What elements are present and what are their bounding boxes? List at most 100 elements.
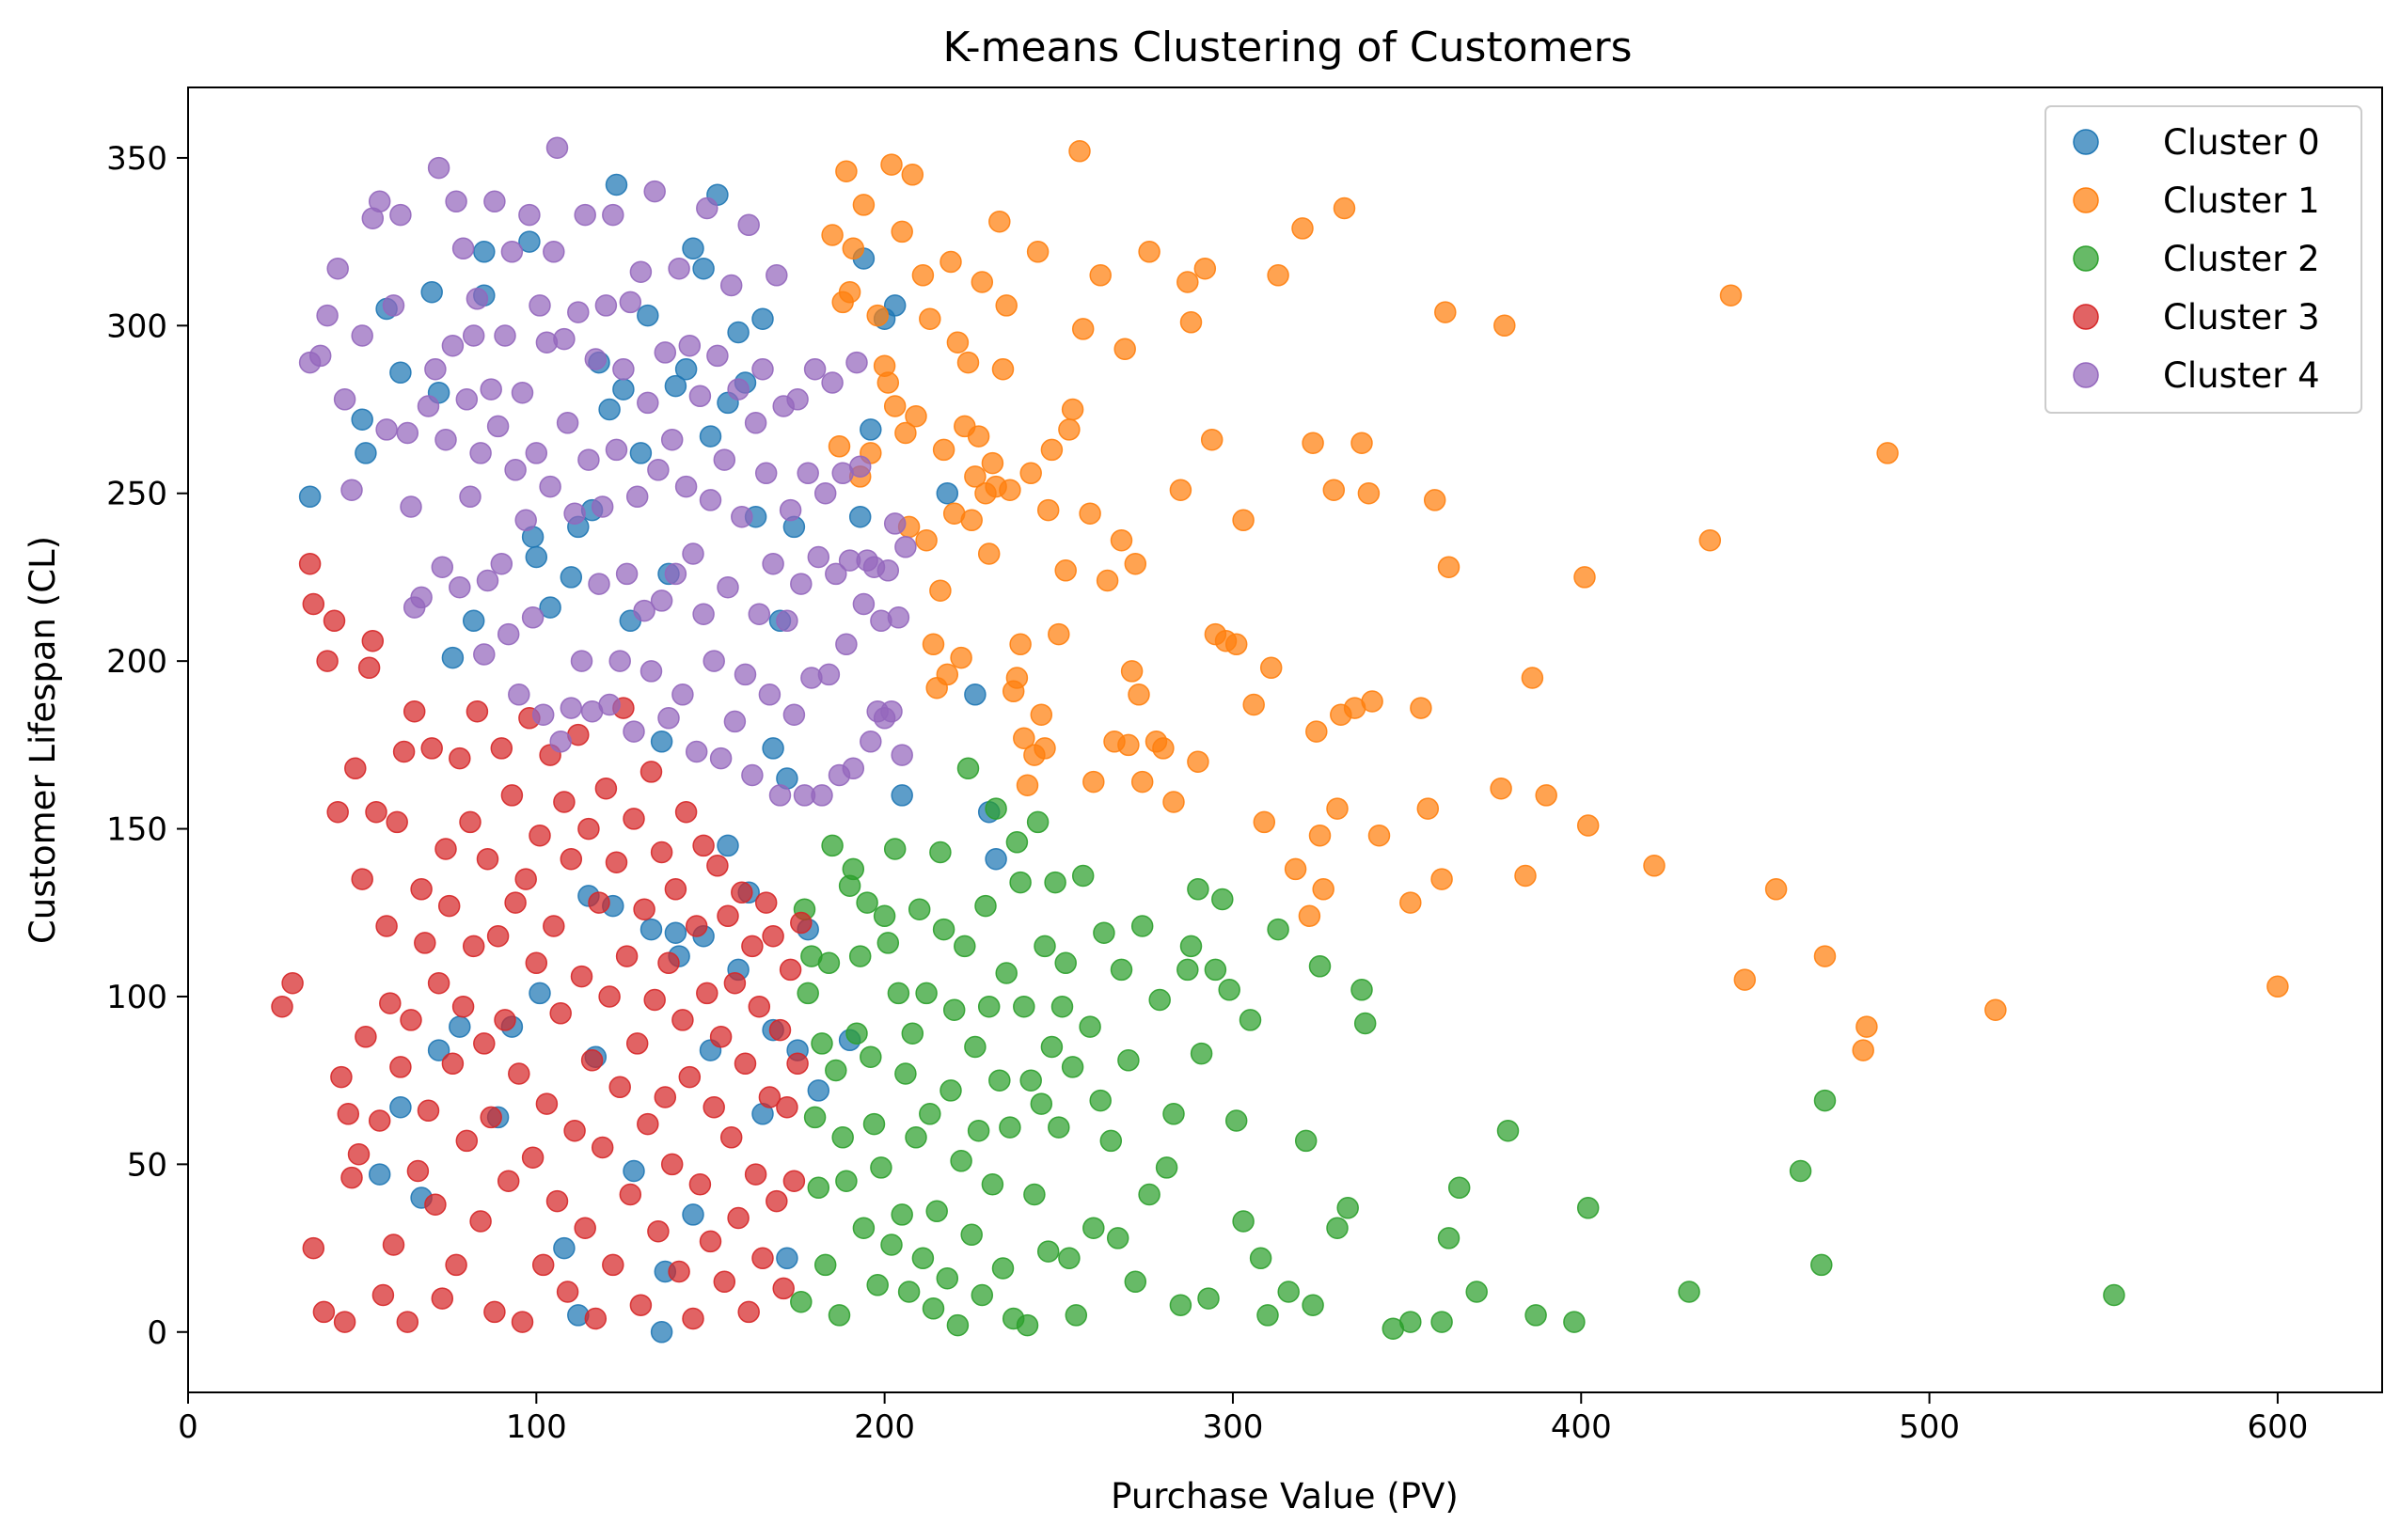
cluster-2-point: [1277, 1281, 1300, 1303]
cluster-2-point: [1054, 951, 1077, 975]
cluster-1-point: [919, 307, 941, 330]
cluster-1-point: [1200, 428, 1224, 451]
cluster-4-point: [396, 421, 419, 445]
cluster-2-point: [956, 757, 980, 780]
cluster-3-point: [685, 915, 708, 937]
cluster-1-point: [866, 304, 889, 327]
cluster-2-point: [981, 1173, 1004, 1196]
cluster-4-point: [883, 512, 907, 535]
cluster-3-point: [741, 935, 764, 958]
cluster-3-point: [758, 1086, 782, 1108]
cluster-4-point: [766, 264, 788, 287]
cluster-4-point: [598, 693, 621, 716]
cluster-4-point: [584, 348, 608, 370]
cluster-4-point: [668, 257, 690, 280]
cluster-0-point: [717, 834, 739, 857]
cluster-1-point: [1009, 633, 1032, 656]
cluster-1-point: [1036, 498, 1060, 522]
cluster-1-point: [981, 451, 1004, 475]
cluster-2-point: [842, 857, 865, 881]
cluster-1-point: [1110, 528, 1133, 552]
cluster-1-point: [828, 435, 851, 458]
cluster-1-point: [971, 271, 994, 293]
cluster-3-point: [668, 1260, 690, 1283]
cluster-3-point: [772, 1277, 795, 1300]
cluster-3-point: [762, 924, 784, 948]
cluster-1-point: [1357, 481, 1381, 505]
cluster-0-point: [539, 596, 561, 619]
cluster-2-point: [919, 1103, 941, 1125]
cluster-2-point: [1099, 1129, 1123, 1153]
cluster-2-point: [1336, 1197, 1359, 1219]
cluster-2-point: [991, 1257, 1015, 1280]
cluster-3-point: [316, 650, 339, 672]
cluster-0-point: [351, 408, 373, 431]
cluster-4-point: [696, 196, 718, 220]
cluster-3-point: [511, 1311, 534, 1333]
cluster-4-point: [545, 136, 569, 159]
cluster-3-point: [389, 1056, 412, 1078]
cluster-2-point: [1013, 995, 1035, 1018]
cluster-4-point: [779, 498, 802, 522]
x-tick-label: 500: [1899, 1408, 1960, 1446]
cluster-2-point: [828, 1304, 851, 1327]
cluster-3-point: [379, 992, 402, 1014]
cluster-0-point: [692, 257, 715, 280]
cluster-3-point: [678, 1065, 702, 1089]
cluster-1-point: [1030, 703, 1053, 726]
cluster-2-point: [1106, 1227, 1129, 1249]
cluster-1-point: [1096, 569, 1119, 592]
cluster-1-point: [999, 479, 1021, 501]
cluster-2-point: [1082, 1217, 1105, 1239]
cluster-0-point: [699, 425, 722, 448]
cluster-2-point: [897, 1281, 921, 1303]
cluster-1-point: [1493, 314, 1516, 338]
cluster-2-point: [932, 918, 955, 941]
cluster-4-point: [574, 203, 596, 227]
cluster-3-point: [605, 851, 628, 873]
cluster-1-point: [2266, 975, 2289, 998]
cluster-0-point: [848, 505, 872, 528]
cluster-4-point: [762, 552, 784, 575]
cluster-1-point: [1054, 559, 1077, 582]
cluster-0-point: [650, 1321, 673, 1344]
cluster-1-point: [891, 220, 913, 244]
cluster-3-point: [671, 1009, 694, 1031]
cluster-4-point: [719, 274, 743, 297]
cluster-1-point: [1176, 271, 1199, 293]
cluster-1-point: [1305, 720, 1328, 743]
cluster-4-point: [588, 573, 610, 595]
cluster-3-point: [577, 817, 600, 841]
cluster-2-point: [821, 834, 844, 857]
cluster-0-point: [449, 1015, 471, 1038]
cluster-3-point: [396, 1311, 419, 1333]
cluster-2-point: [1089, 1089, 1112, 1112]
cluster-4-point: [308, 344, 332, 368]
cluster-1-point: [1719, 284, 1743, 306]
cluster-1-point: [1187, 750, 1209, 773]
cluster-4-point: [876, 559, 900, 582]
cluster-2-point: [862, 1112, 886, 1136]
cluster-1-point: [967, 425, 990, 448]
cluster-3-point: [414, 932, 436, 954]
cluster-4-point: [786, 388, 809, 411]
cluster-4-point: [737, 213, 760, 237]
cluster-3-point: [427, 971, 450, 995]
cluster-1-point: [1124, 552, 1147, 575]
cluster-2-point: [1294, 1129, 1318, 1153]
cluster-4-point: [633, 599, 655, 622]
cluster-1-point: [1071, 318, 1095, 340]
cluster-2-point: [1353, 1012, 1377, 1035]
cluster-4-point: [639, 660, 663, 683]
cluster-4-point: [678, 334, 702, 357]
cluster-2-point: [1197, 1287, 1220, 1310]
cluster-4-point: [825, 562, 847, 586]
cluster-3-point: [480, 1106, 502, 1129]
cluster-2-point: [1048, 1116, 1070, 1139]
cluster-2-point: [946, 1313, 970, 1337]
cluster-1-point: [1005, 667, 1029, 689]
cluster-3-point: [400, 1009, 422, 1031]
cluster-2-point: [883, 838, 907, 860]
legend-frame: [2045, 105, 2362, 414]
